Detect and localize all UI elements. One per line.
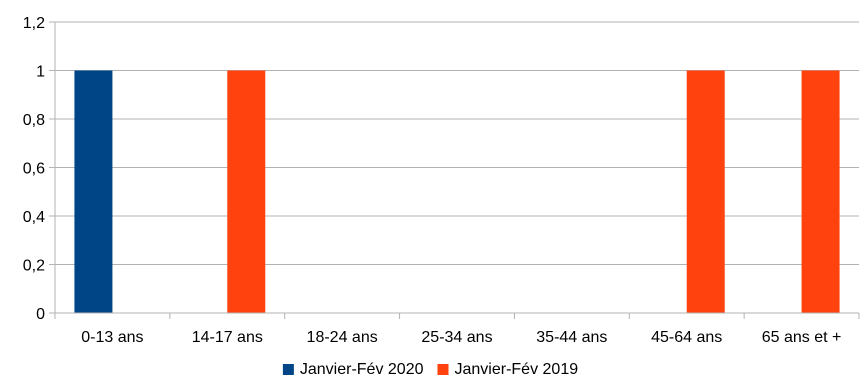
x-axis-tick-labels: 0-13 ans 14-17 ans 18-24 ans 25-34 ans 35-44…: [81, 329, 841, 346]
bar-series-1-0: [74, 70, 113, 313]
bar-series-2-1: [227, 70, 266, 313]
y-tick-label: 1: [36, 64, 45, 81]
legend-label: Janvier-Fév 2019: [455, 361, 579, 378]
bars: [74, 70, 840, 313]
legend-swatch: [437, 364, 449, 375]
x-tick-label: 35-44 ans: [536, 329, 607, 346]
x-tick-label: 25-34 ans: [421, 329, 492, 346]
y-tick-label: 0: [36, 306, 45, 323]
x-axis: [54, 22, 860, 319]
x-tick-label: 45-64 ans: [651, 329, 722, 346]
legend-item: Janvier-Fév 2019: [437, 361, 579, 378]
grid-lines: [55, 21, 859, 314]
x-tick-label: 0-13 ans: [81, 329, 143, 346]
y-tick-label: 0,8: [23, 112, 45, 129]
bar-series-2-6: [801, 70, 840, 313]
y-axis-tick-labels: 0 0,2 0,4 0,6 0,8 1 1,2: [23, 15, 55, 323]
y-tick-label: 0,2: [23, 258, 45, 275]
x-tick-label: 65 ans et +: [762, 329, 842, 346]
y-tick-label: 1,2: [23, 15, 45, 32]
bar-series-2-5: [686, 70, 725, 313]
legend-item: Janvier-Fév 2020: [282, 361, 424, 378]
x-tick-label: 18-24 ans: [307, 329, 378, 346]
y-tick-label: 0,4: [23, 209, 45, 226]
legend-label: Janvier-Fév 2020: [300, 361, 424, 378]
y-tick-label: 0,6: [23, 161, 45, 178]
legend-swatch: [282, 364, 294, 375]
legend: Janvier-Fév 2020 Janvier-Fév 2019: [282, 361, 579, 378]
x-tick-label: 14-17 ans: [192, 329, 263, 346]
